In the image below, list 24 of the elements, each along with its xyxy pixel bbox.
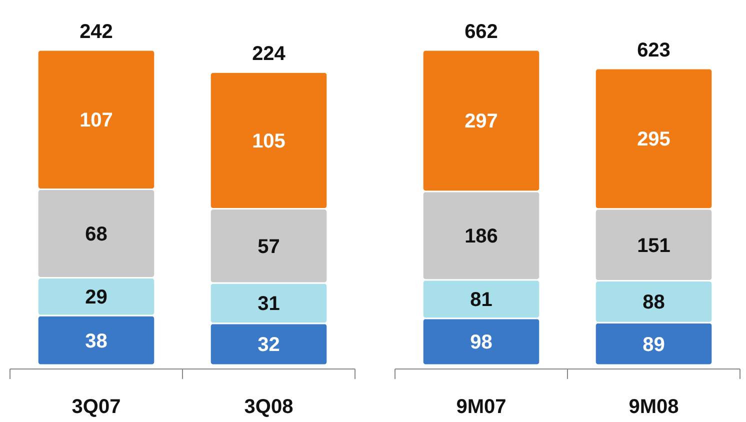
data-label: 295: [637, 128, 670, 151]
x-tick-label: 9M07: [456, 396, 506, 418]
data-label: 32: [258, 334, 280, 356]
total-label: 242: [80, 21, 113, 43]
data-label: 88: [642, 292, 665, 314]
data-label: 98: [470, 332, 492, 354]
data-label: 151: [637, 234, 670, 257]
data-label: 38: [85, 330, 108, 352]
data-label: 107: [80, 110, 113, 132]
data-label: 31: [258, 293, 280, 316]
x-tick-label: 3Q07: [72, 396, 121, 418]
data-label: 68: [85, 224, 108, 246]
data-label: 105: [252, 130, 286, 152]
data-label: 89: [642, 334, 665, 356]
data-label: 29: [85, 286, 108, 309]
data-label: 81: [470, 289, 492, 312]
total-label: 623: [637, 40, 670, 62]
data-label: 57: [258, 236, 280, 258]
data-label: 297: [464, 110, 498, 133]
x-tick-label: 3Q08: [244, 396, 294, 418]
total-label: 662: [464, 21, 498, 43]
data-label: 186: [464, 226, 498, 248]
total-label: 224: [252, 43, 286, 66]
x-tick-label: 9M08: [628, 396, 679, 418]
